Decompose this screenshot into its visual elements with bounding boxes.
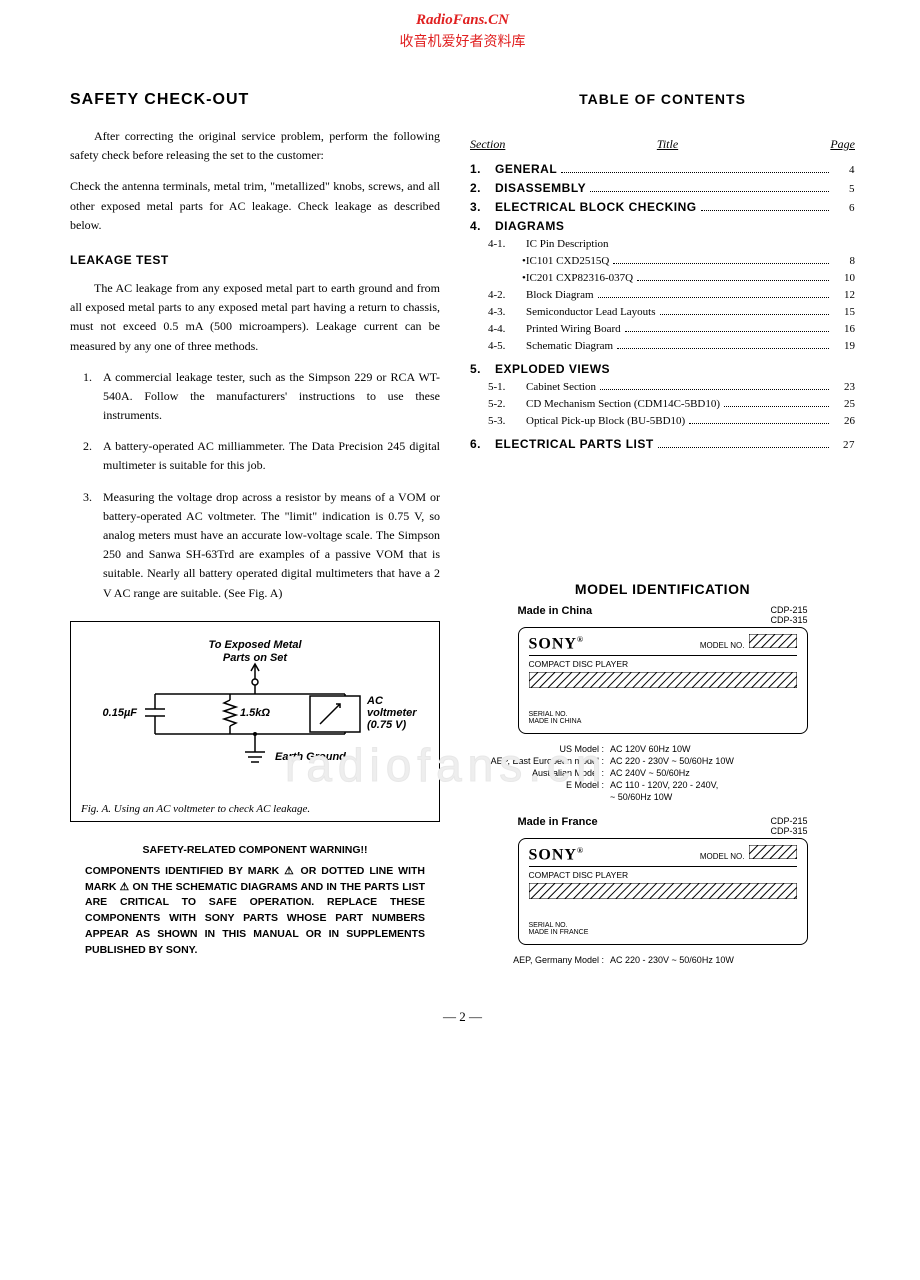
toc-item: 5.EXPLODED VIEWS <box>470 362 855 376</box>
specs-china: US Model :AC 120V 60Hz 10W AEP, East Eur… <box>470 744 855 802</box>
toc-heading: TABLE OF CONTENTS <box>470 91 855 107</box>
method-3: Measuring the voltage drop across a resi… <box>95 488 440 603</box>
leakage-para: The AC leakage from any exposed metal pa… <box>70 279 440 356</box>
hatch-icon <box>749 845 797 859</box>
toc-sub-item: 5-1.Cabinet Section23 <box>470 381 855 393</box>
intro-para-1: After correcting the original service pr… <box>70 127 440 165</box>
specs-france: AEP, Germany Model :AC 220 - 230V ~ 50/6… <box>470 955 855 965</box>
toc-item: 2.DISASSEMBLY5 <box>470 181 855 195</box>
hatch-icon <box>749 634 797 648</box>
toc-sub-item: 5-3.Optical Pick-up Block (BU-5BD10)26 <box>470 415 855 427</box>
label-china: Made in China CDP-215CDP-315 SONY® MODEL… <box>518 605 808 734</box>
brand-name: RadioFans.CN <box>70 12 855 29</box>
svg-text:Parts on Set: Parts on Set <box>223 652 289 664</box>
circuit-diagram: To Exposed Metal Parts on Set 0.15µF <box>81 634 429 794</box>
circuit-figure: To Exposed Metal Parts on Set 0.15µF <box>70 621 440 822</box>
toc-header: Section Title Page <box>470 137 855 152</box>
toc-sub-item: •IC101 CXD2515Q8 <box>470 255 855 267</box>
intro-para-2: Check the antenna terminals, metal trim,… <box>70 177 440 235</box>
svg-text:1.5kΩ: 1.5kΩ <box>240 707 270 719</box>
toc-sub-item: •IC201 CXP82316-037Q10 <box>470 272 855 284</box>
leakage-heading: LEAKAGE TEST <box>70 253 440 267</box>
toc-sub-item: 4-2.Block Diagram12 <box>470 289 855 301</box>
model-id-heading: MODEL IDENTIFICATION <box>470 581 855 597</box>
left-column: SAFETY CHECK-OUT After correcting the or… <box>70 69 440 979</box>
label-france: Made in France CDP-215CDP-315 SONY® MODE… <box>518 816 808 945</box>
warning-body: COMPONENTS IDENTIFIED BY MARK ⚠ OR DOTTE… <box>85 864 425 959</box>
method-list: A commercial leakage tester, such as the… <box>70 368 440 603</box>
figure-caption: Fig. A. Using an AC voltmeter to check A… <box>81 803 429 815</box>
toc-sub-item: 4-3.Semiconductor Lead Layouts15 <box>470 306 855 318</box>
svg-text:voltmeter: voltmeter <box>367 707 417 719</box>
svg-text:Earth Ground: Earth Ground <box>275 751 346 763</box>
toc-sub-item: 5-2.CD Mechanism Section (CDM14C-5BD10)2… <box>470 398 855 410</box>
toc-item: 4.DIAGRAMS <box>470 219 855 233</box>
method-1: A commercial leakage tester, such as the… <box>95 368 440 426</box>
hatch-icon <box>529 672 797 688</box>
toc-sub-item: 4-5.Schematic Diagram19 <box>470 340 855 352</box>
page-number: — 2 — <box>70 1009 855 1025</box>
safety-heading: SAFETY CHECK-OUT <box>70 91 440 109</box>
svg-text:0.15µF: 0.15µF <box>103 707 138 719</box>
svg-text:To Exposed Metal: To Exposed Metal <box>208 639 302 651</box>
right-column: TABLE OF CONTENTS Section Title Page 1.G… <box>470 69 855 979</box>
brand-subtitle: 收音机爱好者资料库 <box>70 31 855 51</box>
toc-sub-item: 4-4.Printed Wiring Board16 <box>470 323 855 335</box>
hatch-icon <box>529 883 797 899</box>
svg-text:(0.75 V): (0.75 V) <box>367 719 406 731</box>
toc-item: 1.GENERAL4 <box>470 162 855 176</box>
toc-item: 3.ELECTRICAL BLOCK CHECKING6 <box>470 200 855 214</box>
method-2: A battery-operated AC milliammeter. The … <box>95 437 440 475</box>
svg-text:AC: AC <box>366 695 384 707</box>
toc-item: 6.ELECTRICAL PARTS LIST27 <box>470 437 855 451</box>
header-brand: RadioFans.CN 收音机爱好者资料库 <box>70 12 855 51</box>
toc-sub-item: 4-1.IC Pin Description <box>470 238 855 250</box>
warning-block: SAFETY-RELATED COMPONENT WARNING!! COMPO… <box>70 844 440 959</box>
warning-title: SAFETY-RELATED COMPONENT WARNING!! <box>85 844 425 856</box>
